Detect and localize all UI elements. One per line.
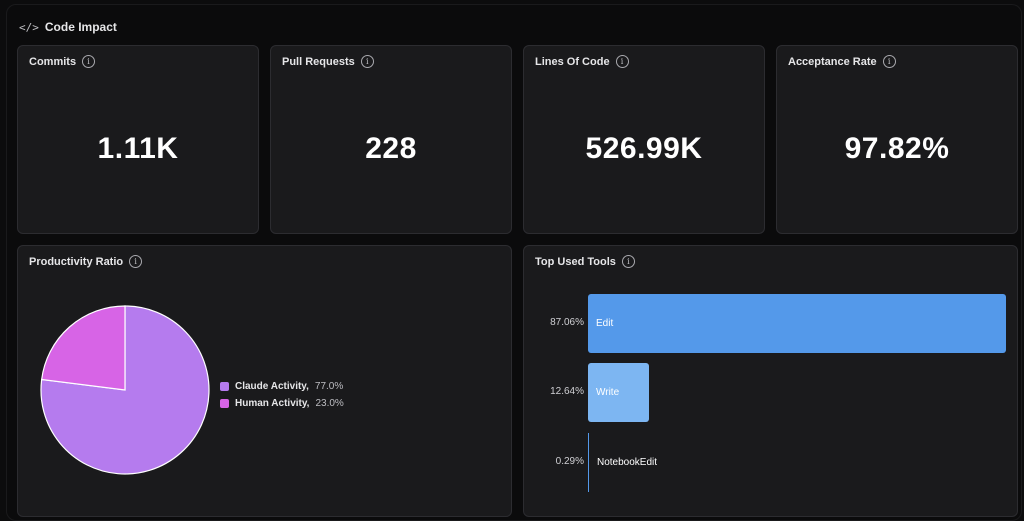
- tool-bar-row: 12.64% Write: [524, 363, 1019, 423]
- tool-bar-notebookedit[interactable]: NotebookEdit: [588, 433, 657, 492]
- legend-label: Human Activity,: [235, 398, 310, 409]
- productivity-pie-chart: [40, 305, 210, 475]
- pull-requests-label: Pull Requests: [282, 55, 355, 68]
- acceptance-rate-value: 97.82%: [844, 132, 950, 165]
- legend-item-human[interactable]: Human Activity, 23.0%: [220, 395, 344, 412]
- lines-of-code-value: 526.99K: [585, 132, 703, 165]
- legend-value: 77.0%: [314, 381, 344, 392]
- info-icon[interactable]: i: [360, 55, 374, 68]
- legend-label: Claude Activity,: [235, 381, 309, 392]
- top-used-tools-card: Top Used Tools i 87.06% Edit 12.64% Write 0.…: [523, 245, 1018, 517]
- tool-bar-label: NotebookEdit: [597, 457, 658, 468]
- acceptance-rate-label: Acceptance Rate: [788, 55, 877, 68]
- tool-bar-percent: 87.06%: [550, 317, 584, 328]
- pie-slice-human[interactable]: [40, 305, 126, 391]
- section-title: Code Impact: [44, 20, 117, 34]
- tool-bar-edit[interactable]: Edit: [588, 294, 1006, 353]
- section-header: </> Code Impact: [19, 18, 117, 36]
- lines-of-code-card: Lines Of Code i 526.99K: [523, 45, 765, 234]
- info-icon[interactable]: i: [615, 55, 629, 68]
- tool-bar-row: 87.06% Edit: [524, 294, 1019, 354]
- info-icon[interactable]: i: [621, 255, 635, 268]
- lines-of-code-label: Lines Of Code: [535, 55, 610, 68]
- tool-bar-percent: 0.29%: [555, 456, 584, 467]
- productivity-ratio-title: Productivity Ratio: [29, 255, 124, 268]
- code-icon: </>: [19, 20, 39, 34]
- commits-label: Commits: [29, 55, 77, 68]
- info-icon[interactable]: i: [882, 55, 896, 68]
- tool-bar-percent: 12.64%: [550, 386, 584, 397]
- productivity-ratio-card: Productivity Ratio i Claude Activity, 77…: [17, 245, 512, 517]
- acceptance-rate-card: Acceptance Rate i 97.82%: [776, 45, 1018, 234]
- tools-bar-chart: 87.06% Edit 12.64% Write 0.29% NotebookEdit: [524, 246, 1019, 518]
- pull-requests-card: Pull Requests i 228: [270, 45, 512, 234]
- tool-bar-write[interactable]: Write: [588, 363, 649, 422]
- info-icon[interactable]: i: [82, 55, 96, 68]
- legend-value: 23.0%: [315, 398, 344, 409]
- commits-value: 1.11K: [97, 132, 179, 165]
- commits-card: Commits i 1.11K: [17, 45, 259, 234]
- tool-bar-label: Edit: [596, 318, 614, 329]
- legend-swatch: [220, 382, 229, 391]
- tool-bar-label: Write: [596, 387, 620, 398]
- top-used-tools-title: Top Used Tools: [535, 255, 616, 268]
- pull-requests-value: 228: [365, 132, 417, 165]
- legend-item-claude[interactable]: Claude Activity, 77.0%: [220, 378, 344, 395]
- legend-swatch: [220, 399, 229, 408]
- pie-legend: Claude Activity, 77.0% Human Activity, 2…: [220, 378, 344, 412]
- info-icon[interactable]: i: [129, 255, 143, 268]
- tool-bar-row: 0.29% NotebookEdit: [524, 433, 1019, 493]
